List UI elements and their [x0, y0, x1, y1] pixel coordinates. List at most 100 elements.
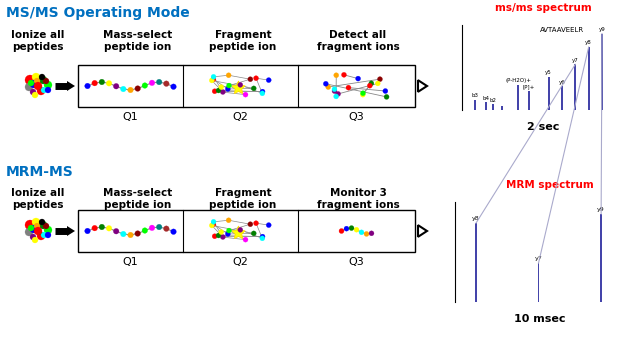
- Circle shape: [28, 225, 34, 231]
- Circle shape: [326, 85, 331, 90]
- Text: y8: y8: [585, 40, 592, 45]
- Bar: [600, 214, 602, 302]
- Circle shape: [334, 94, 339, 99]
- Bar: [528, 91, 530, 110]
- Circle shape: [243, 237, 248, 242]
- Circle shape: [260, 91, 265, 96]
- Text: Ionize all
peptides: Ionize all peptides: [11, 30, 65, 51]
- Circle shape: [227, 228, 232, 233]
- Bar: [474, 100, 476, 110]
- Circle shape: [251, 231, 256, 236]
- Circle shape: [32, 237, 38, 243]
- Circle shape: [30, 234, 36, 240]
- Circle shape: [36, 84, 42, 90]
- Circle shape: [37, 87, 45, 95]
- Circle shape: [253, 221, 258, 226]
- Polygon shape: [232, 81, 245, 94]
- Circle shape: [99, 224, 105, 230]
- Text: 10 msec: 10 msec: [514, 314, 565, 324]
- Text: Q3: Q3: [349, 257, 364, 267]
- Text: Mass-select
peptide ion: Mass-select peptide ion: [104, 188, 173, 210]
- Circle shape: [248, 77, 253, 82]
- Circle shape: [211, 77, 216, 82]
- Circle shape: [361, 91, 366, 96]
- Circle shape: [34, 227, 42, 235]
- Bar: [601, 33, 603, 110]
- Circle shape: [34, 78, 40, 84]
- Circle shape: [163, 226, 169, 231]
- Circle shape: [243, 92, 248, 97]
- Text: b3: b3: [472, 93, 479, 98]
- Circle shape: [212, 89, 217, 94]
- Bar: [561, 86, 563, 110]
- Text: y9: y9: [597, 207, 605, 212]
- Text: Q1: Q1: [123, 112, 139, 122]
- Circle shape: [349, 226, 354, 230]
- Circle shape: [360, 92, 365, 97]
- Circle shape: [39, 219, 45, 225]
- Circle shape: [211, 222, 216, 227]
- Circle shape: [226, 218, 231, 223]
- Circle shape: [44, 81, 52, 89]
- Circle shape: [339, 229, 344, 234]
- Circle shape: [211, 74, 216, 79]
- Circle shape: [39, 74, 45, 80]
- Bar: [78, 210, 415, 252]
- Text: y8: y8: [472, 216, 480, 221]
- Circle shape: [92, 80, 97, 86]
- Circle shape: [43, 223, 49, 229]
- Circle shape: [354, 227, 359, 232]
- Circle shape: [85, 83, 90, 89]
- Circle shape: [44, 226, 52, 234]
- Bar: [548, 77, 550, 110]
- Bar: [183, 210, 298, 252]
- Text: (P-H2O)+: (P-H2O)+: [505, 78, 531, 83]
- Text: Monitor 3
fragment ions: Monitor 3 fragment ions: [316, 188, 399, 210]
- Circle shape: [364, 231, 369, 237]
- Circle shape: [32, 218, 40, 226]
- Circle shape: [336, 91, 341, 96]
- Circle shape: [43, 78, 49, 84]
- Bar: [575, 64, 576, 110]
- Circle shape: [266, 78, 271, 82]
- Circle shape: [25, 228, 33, 236]
- Circle shape: [142, 83, 148, 88]
- Circle shape: [128, 232, 134, 238]
- Bar: [538, 263, 539, 302]
- Circle shape: [341, 72, 346, 77]
- Circle shape: [332, 87, 337, 92]
- Circle shape: [378, 77, 383, 82]
- Circle shape: [30, 89, 36, 95]
- Circle shape: [220, 234, 225, 239]
- Text: Q2: Q2: [233, 112, 248, 122]
- Circle shape: [209, 223, 214, 228]
- Text: Q1: Q1: [123, 257, 139, 267]
- Circle shape: [260, 234, 265, 239]
- Circle shape: [238, 82, 243, 87]
- Bar: [501, 106, 503, 110]
- Circle shape: [225, 86, 230, 91]
- Circle shape: [368, 83, 373, 88]
- Circle shape: [227, 83, 232, 88]
- Circle shape: [334, 73, 339, 78]
- Text: MS/MS Operating Mode: MS/MS Operating Mode: [6, 6, 190, 20]
- Circle shape: [28, 80, 34, 86]
- Circle shape: [266, 222, 271, 228]
- Text: y5: y5: [545, 70, 552, 75]
- Polygon shape: [67, 226, 75, 236]
- Circle shape: [25, 75, 35, 85]
- Circle shape: [39, 221, 47, 229]
- Circle shape: [25, 83, 33, 91]
- Text: [P]+: [P]+: [522, 85, 535, 90]
- Bar: [492, 104, 494, 110]
- Circle shape: [375, 81, 380, 86]
- Circle shape: [359, 230, 364, 235]
- Text: ms/ms spectrum: ms/ms spectrum: [495, 3, 592, 13]
- Text: Fragment
peptide ion: Fragment peptide ion: [210, 188, 276, 210]
- Text: Q2: Q2: [233, 257, 248, 267]
- Circle shape: [332, 89, 337, 94]
- Bar: [78, 65, 415, 107]
- Circle shape: [171, 84, 177, 90]
- Circle shape: [218, 230, 223, 234]
- Circle shape: [225, 231, 230, 237]
